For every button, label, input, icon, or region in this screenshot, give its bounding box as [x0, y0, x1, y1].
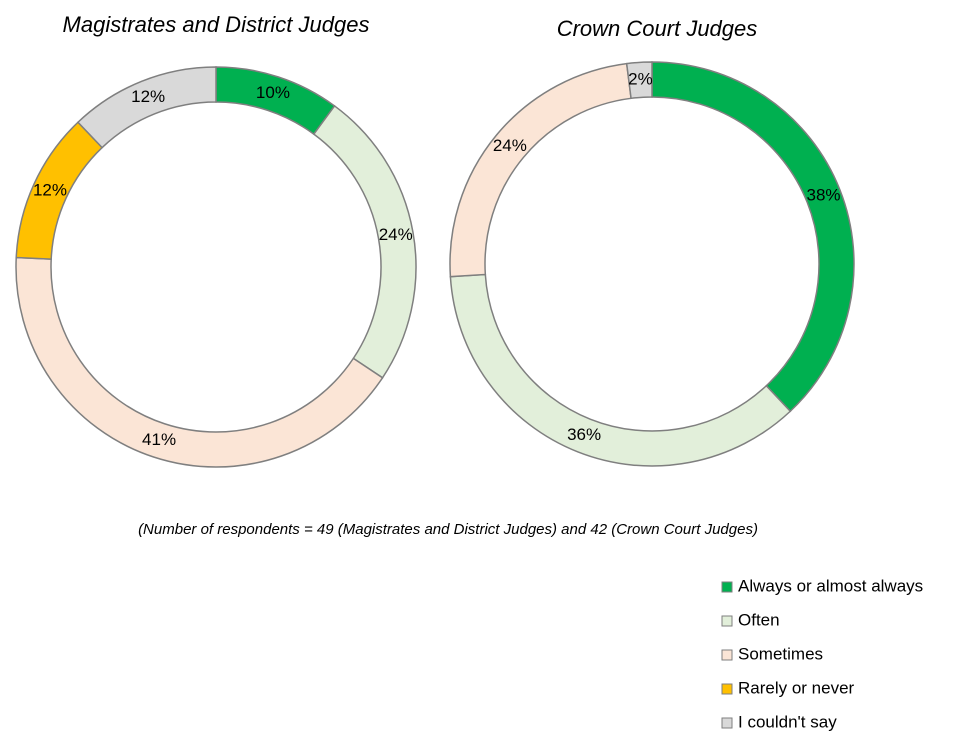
legend-label: Often [738, 610, 780, 629]
data-label: 36% [567, 425, 601, 444]
donut-segment [651, 61, 855, 413]
donut-segment [449, 62, 632, 278]
data-label: 12% [131, 87, 165, 106]
legend-swatch [721, 649, 733, 661]
donut-segment [15, 256, 384, 468]
legend-swatch [721, 717, 733, 729]
data-label: 12% [33, 181, 67, 200]
chart-title: Crown Court Judges [557, 16, 758, 41]
legend-swatch [721, 581, 733, 593]
legend-swatch [721, 615, 733, 627]
data-label: 41% [142, 430, 176, 449]
donut-segment [625, 61, 653, 100]
legend-label: Sometimes [738, 644, 823, 663]
data-label: 24% [493, 136, 527, 155]
data-label: 10% [256, 83, 290, 102]
legend-swatch [721, 683, 733, 695]
donut-segment [76, 66, 217, 149]
footnote: (Number of respondents = 49 (Magistrates… [138, 521, 758, 538]
data-label: 38% [807, 186, 841, 205]
donut-segment [449, 273, 792, 467]
data-label: 2% [628, 69, 653, 88]
legend-label: Rarely or never [738, 678, 855, 697]
chart-title: Magistrates and District Judges [63, 12, 370, 37]
data-label: 24% [379, 225, 413, 244]
legend-label: Always or almost always [738, 576, 923, 595]
legend-label: I couldn't say [738, 712, 837, 731]
